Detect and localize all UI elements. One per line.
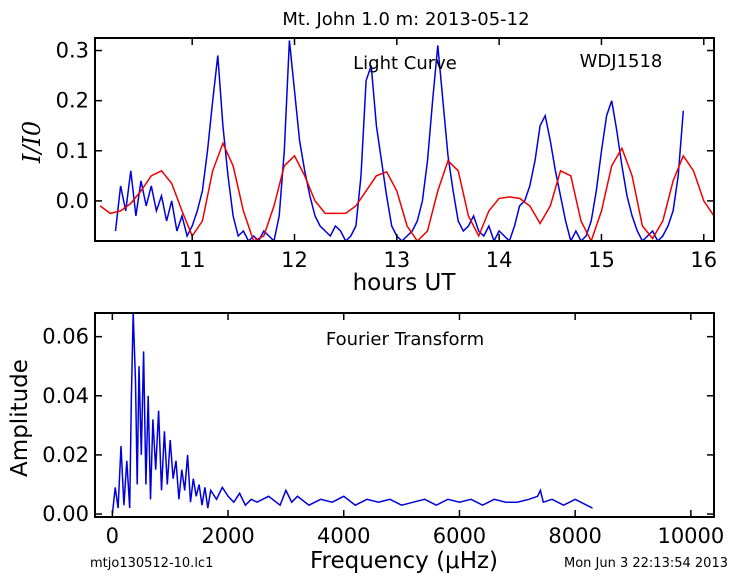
fourier-x-tick-label: 10000 (657, 524, 724, 548)
light-curve-x-tick-label: 13 (383, 248, 410, 272)
light-curve-x-tick-label: 14 (486, 248, 513, 272)
fourier-y-tick-label: 0.04 (42, 384, 89, 408)
light-curve-y-tick-label: 0.2 (56, 89, 89, 113)
fourier-series (111, 313, 593, 515)
star-name-label: WDJ1518 (580, 51, 663, 72)
light-curve-observed-line (114, 40, 685, 241)
light-curve-ticks: 11 12 13 14 15 16 0.0 0.1 0.2 0.3 (56, 38, 717, 272)
fourier-ticks: 0 2000 4000 6000 8000 10000 0.00 0.02 0.04 0.06 (42, 313, 724, 548)
light-curve-title: Light Curve (353, 53, 457, 74)
figure-title: Mt. John 1.0 m: 2013-05-12 (282, 9, 529, 30)
fourier-x-tick-label: 0 (106, 524, 119, 548)
fourier-x-tick-label: 6000 (433, 524, 486, 548)
light-curve-x-tick-label: 16 (690, 248, 717, 272)
fourier-x-tick-label: 8000 (548, 524, 601, 548)
light-curve-plot-area (99, 40, 714, 241)
light-curve-x-tick-label: 12 (281, 248, 308, 272)
light-curve-y-tick-label: 0.1 (56, 139, 89, 163)
fourier-y-tick-label: 0.00 (42, 502, 89, 526)
light-curve-y-axis-label: I/I0 (18, 121, 46, 164)
fourier-frame (94, 312, 715, 518)
fourier-plot-area (111, 313, 593, 515)
light-curve-y-tick-label: 0.3 (56, 39, 89, 63)
fourier-x-axis-label: Frequency (μHz) (310, 548, 498, 574)
fourier-observed-line (111, 313, 593, 515)
light-curve-panel: 11 12 13 14 15 16 0.0 0.1 0.2 0.3 Light Curve WDJ… (18, 37, 717, 296)
fourier-title: Fourier Transform (326, 329, 484, 350)
light-curve-model-line (99, 141, 714, 241)
fourier-x-tick-label: 2000 (201, 524, 254, 548)
light-curve-x-tick-label: 15 (588, 248, 615, 272)
footer-filename: mtjo130512-10.lc1 (90, 556, 213, 571)
light-curve-series (99, 40, 714, 241)
light-curve-frame (94, 37, 715, 242)
fourier-panel: 0 2000 4000 6000 8000 10000 0.00 0.02 0.04 0.06 F… (7, 312, 724, 574)
fourier-y-tick-label: 0.06 (42, 325, 89, 349)
fourier-x-tick-label: 4000 (317, 524, 370, 548)
light-curve-x-tick-label: 11 (179, 248, 206, 272)
footer-timestamp: Mon Jun 3 22:13:54 2013 (564, 556, 728, 571)
light-curve-y-tick-label: 0.0 (56, 189, 89, 213)
fourier-y-tick-label: 0.02 (42, 443, 89, 467)
light-curve-x-axis-label: hours UT (353, 270, 457, 296)
fourier-y-axis-label: Amplitude (7, 359, 33, 477)
